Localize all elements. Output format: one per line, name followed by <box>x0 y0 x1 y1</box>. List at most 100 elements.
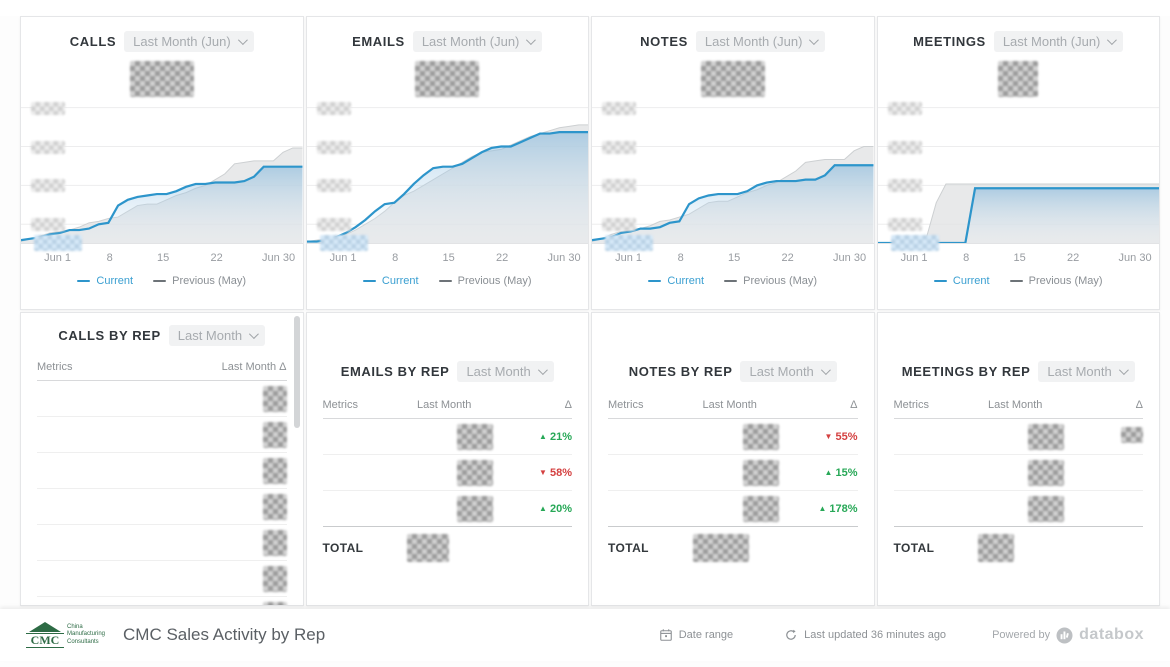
redacted-value <box>457 495 493 522</box>
chart-legend: Current Previous (May) <box>878 275 1160 287</box>
x-tick-label: 22 <box>781 252 794 264</box>
x-tick-label: 22 <box>210 252 223 264</box>
panel-title: NOTES <box>640 33 688 49</box>
x-tick-label: 8 <box>392 252 399 264</box>
date-range-value: Last Month (Jun) <box>133 33 231 49</box>
panel-emails: EMAILS Last Month (Jun) Jun 1 8 15 22 Jun 30… <box>305 16 589 310</box>
total-row: TOTAL <box>322 526 572 568</box>
redacted-value <box>742 423 779 450</box>
legend-current[interactable]: Current <box>77 275 133 287</box>
refresh-status[interactable]: Last updated 36 minutes ago <box>785 629 946 641</box>
date-range-dropdown[interactable]: Last Month <box>1038 360 1135 382</box>
table-header: MEETINGS BY REP Last Month <box>894 359 1144 383</box>
redacted-value <box>742 459 779 486</box>
table-title: CALLS BY REP <box>58 327 161 343</box>
legend-previous[interactable]: Previous (May) <box>1009 275 1103 287</box>
date-range-dropdown[interactable]: Last Month <box>457 360 554 382</box>
redacted-delta-value <box>262 565 287 592</box>
date-range-dropdown[interactable]: Last Month (Jun) <box>124 30 254 52</box>
legend-current-label: Current <box>667 275 705 287</box>
date-range-label: Date range <box>678 629 734 641</box>
legend-current-swatch <box>362 280 376 282</box>
legend-current[interactable]: Current <box>648 275 704 287</box>
table-title: MEETINGS BY REP <box>901 363 1031 379</box>
table-row: ▼ 58% <box>322 455 572 491</box>
chevron-down-icon <box>809 34 820 45</box>
date-range-value: Last Month <box>1047 363 1112 379</box>
redacted-delta-value <box>1121 427 1143 443</box>
redacted-delta-value <box>262 457 287 484</box>
redacted-y-axis-label <box>31 218 65 232</box>
redacted-delta-value <box>262 493 287 520</box>
table-body <box>37 381 287 605</box>
table-row: ▲ 20% <box>322 491 572 527</box>
panel-emails-by-rep: EMAILS BY REP Last Month Metrics Last Mo… <box>305 312 589 606</box>
legend-previous[interactable]: Previous (May) <box>724 275 817 287</box>
redacted-y-axis-label <box>31 140 65 154</box>
legend-current[interactable]: Current <box>933 275 990 287</box>
legend-previous[interactable]: Previous (May) <box>438 275 532 287</box>
redacted-y-axis-label <box>887 101 922 115</box>
date-range-dropdown[interactable]: Last Month <box>740 360 837 382</box>
redacted-value <box>457 459 493 486</box>
chevron-down-icon <box>526 34 537 45</box>
col-metrics: Metrics <box>893 399 929 411</box>
table-row <box>893 491 1143 527</box>
table-title: NOTES BY REP <box>628 363 733 379</box>
last-updated-label: Last updated 36 minutes ago <box>804 629 947 641</box>
col-last-month-delta: Last Month Δ <box>221 361 287 373</box>
x-tick-label: Jun 30 <box>1118 252 1152 264</box>
table-row <box>37 381 287 417</box>
panel-notes-by-rep: NOTES BY REP Last Month Metrics Last Mon… <box>591 312 875 606</box>
table-column-headers: Metrics Last Month Δ <box>37 361 287 381</box>
emails-chart <box>306 99 588 251</box>
redacted-delta-value <box>262 601 287 605</box>
date-range-value: Last Month <box>466 363 531 379</box>
col-last-month: Last Month <box>702 399 757 411</box>
x-axis: Jun 1 8 15 22 Jun 30 <box>307 252 589 270</box>
panel-notes-header: NOTES Last Month (Jun) <box>592 29 874 53</box>
redacted-delta-value <box>262 421 287 448</box>
delta-cell: ▲ 178% <box>818 502 858 515</box>
x-tick-label: Jun 30 <box>833 252 867 264</box>
redacted-y-axis-label <box>316 179 351 193</box>
scrollbar[interactable] <box>293 316 300 428</box>
cmc-line-3: Consultants <box>67 638 99 645</box>
redacted-current-axis-label <box>34 235 82 251</box>
date-range-button[interactable]: Date range <box>659 629 734 641</box>
redacted-y-axis-label <box>316 140 351 154</box>
table-column-headers: Metrics Last Month Δ <box>608 399 858 419</box>
date-range-dropdown[interactable]: Last Month (Jun) <box>993 30 1124 52</box>
table-row <box>37 489 287 525</box>
table-row <box>37 561 287 597</box>
delta-cell <box>1083 427 1143 446</box>
redacted-value <box>1028 459 1064 486</box>
redacted-value <box>742 495 779 522</box>
panel-calls-header: CALLS Last Month (Jun) <box>21 29 303 53</box>
redacted-total <box>692 533 749 562</box>
date-range-dropdown[interactable]: Last Month (Jun) <box>695 30 826 52</box>
table-row: ▲ 178% <box>608 491 858 527</box>
date-range-dropdown[interactable]: Last Month (Jun) <box>412 30 543 52</box>
chart-legend: Current Previous (May) <box>307 275 589 287</box>
legend-previous[interactable]: Previous (May) <box>153 275 246 287</box>
powered-by[interactable]: Powered by databox <box>992 626 1144 644</box>
databox-icon <box>1056 627 1073 643</box>
date-range-dropdown[interactable]: Last Month <box>168 324 266 346</box>
total-value-cell <box>978 533 1083 562</box>
value-cell <box>693 459 798 486</box>
chevron-down-icon <box>237 34 248 45</box>
panel-meetings: MEETINGS Last Month (Jun) Jun 1 8 15 22 Jun … <box>876 16 1160 310</box>
cmc-line-2: Manufacturing <box>67 631 106 638</box>
redacted-y-axis-label <box>602 140 636 154</box>
date-range-value: Last Month (Jun) <box>1002 33 1101 49</box>
table-column-headers: Metrics Last Month Δ <box>893 399 1143 419</box>
legend-current[interactable]: Current <box>362 275 419 287</box>
x-axis: Jun 1 8 15 22 Jun 30 <box>592 252 874 270</box>
legend-previous-label: Previous (May) <box>1028 275 1103 287</box>
col-delta: Δ <box>850 399 858 411</box>
redacted-total-value <box>700 61 765 97</box>
value-cell <box>693 495 798 522</box>
table-row <box>37 597 287 605</box>
redacted-value <box>1028 423 1064 450</box>
